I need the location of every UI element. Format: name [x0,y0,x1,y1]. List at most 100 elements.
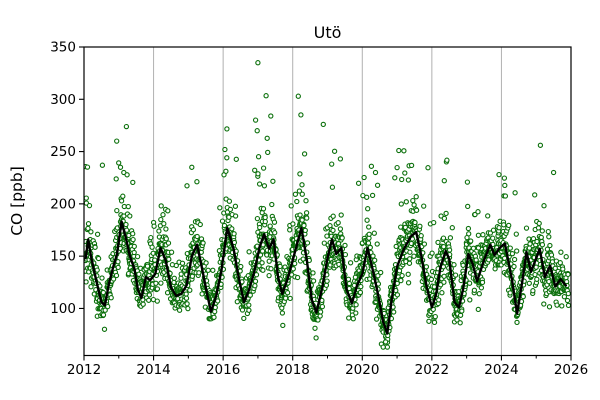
data-point [411,202,417,208]
data-point [101,326,108,332]
data-point [384,344,391,350]
data-point [84,195,89,201]
data-point [511,263,517,270]
data-point [179,260,186,266]
data-point [252,278,259,284]
data-point [411,253,417,259]
data-point [405,177,412,183]
data-point [565,302,571,309]
data-point [546,234,552,240]
data-point [464,179,471,185]
data-point [541,301,547,307]
data-point [460,262,466,268]
data-point [88,284,94,290]
data-point [217,205,223,211]
data-point [475,306,481,313]
data-point [299,217,305,223]
data-point [364,194,370,200]
data-point [323,282,330,288]
data-point [268,113,274,119]
data-point [296,188,303,194]
data-point [212,308,218,315]
data-point [355,180,362,186]
data-point [108,295,114,301]
data-point [266,258,272,264]
data-point [246,249,252,255]
outlier-point [254,128,260,134]
data-point [439,290,445,296]
data-point [371,230,377,236]
data-point [231,231,237,237]
data-point [239,307,246,313]
outlier-point [189,164,195,170]
data-point [317,309,324,315]
data-point [342,242,348,249]
x-tick-label: 2022 [415,362,449,378]
data-point [407,256,413,262]
data-point [353,302,359,308]
data-point [224,155,230,161]
data-point [284,290,291,296]
data-point [187,287,193,293]
scatter-series [84,60,571,350]
data-point [554,302,560,308]
outlier-point [380,344,386,350]
data-point [158,216,164,223]
data-point [315,317,321,323]
data-point [120,193,126,199]
data-point [166,256,172,262]
data-point [372,257,378,263]
data-point [203,260,209,266]
data-point [183,295,190,301]
data-point [501,175,508,181]
data-point [134,253,141,260]
data-point [265,149,271,156]
data-point [312,325,318,331]
data-point [467,297,473,303]
data-point [297,212,303,218]
data-point [401,148,407,154]
data-point [185,305,191,312]
x-tick-labels: 2012 2014 2016 2018 2020 2022 2024 2026 [67,362,588,378]
data-point [394,292,401,298]
data-point [196,270,202,276]
data-point [476,291,482,297]
data-point [238,263,244,270]
data-point [565,271,571,278]
data-point [512,190,518,196]
y-tick-label: 200 [50,196,76,212]
data-point [417,223,423,229]
data-point [335,220,341,226]
data-point [85,221,92,227]
data-point [165,240,172,246]
data-point [254,215,261,222]
data-point [294,198,300,205]
data-point [298,112,304,118]
data-point [310,270,316,276]
data-point [532,192,538,198]
data-point [313,335,319,341]
data-point [431,284,437,290]
data-point [436,297,442,303]
y-tick-label: 100 [50,301,76,317]
data-point [391,309,397,315]
data-point [88,229,94,235]
data-point [158,280,164,286]
data-point [539,228,545,234]
data-point [364,217,370,223]
data-point [480,232,486,238]
data-point [399,272,405,279]
data-point [487,230,494,236]
data-point [287,227,293,233]
data-point [148,234,154,241]
data-point [337,226,344,232]
data-point [374,241,380,247]
data-point [105,303,111,310]
x-tick-label: 2014 [136,362,170,378]
data-point [468,238,474,244]
data-point [317,313,323,319]
data-point [163,236,169,242]
data-point [378,269,384,276]
data-point [530,288,536,294]
outlier-point [537,142,544,148]
